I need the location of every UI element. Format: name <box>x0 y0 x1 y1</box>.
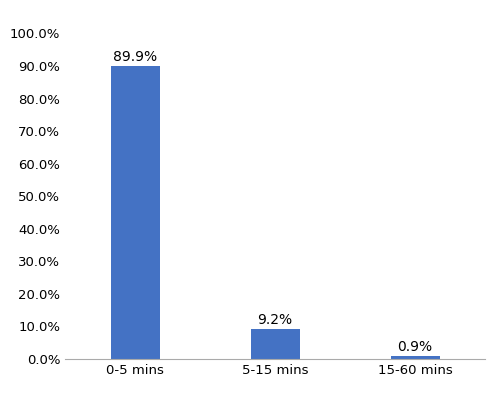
Bar <box>110 67 160 359</box>
Bar <box>250 329 300 359</box>
Text: 9.2%: 9.2% <box>258 313 292 327</box>
Text: 0.9%: 0.9% <box>398 340 432 354</box>
Bar <box>390 356 440 359</box>
Text: 89.9%: 89.9% <box>113 50 157 64</box>
